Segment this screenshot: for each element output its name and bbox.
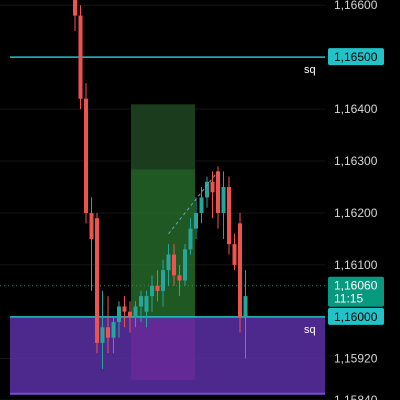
profit-zone-upper — [131, 104, 195, 170]
candle-body-25 — [210, 181, 215, 193]
candle-body-12 — [139, 296, 143, 307]
y-tick-label-3: 1,16200 — [334, 206, 378, 220]
candle-body-30 — [238, 223, 242, 317]
level-badge-1[interactable] — [328, 307, 384, 325]
candle-body-10 — [128, 311, 132, 317]
candle-body-4 — [95, 218, 99, 343]
candle-body-9 — [122, 306, 127, 312]
countdown-label: 11:15 — [334, 292, 363, 306]
y-tick-label-5: 1,15920 — [334, 351, 378, 365]
zone-rect[interactable] — [10, 316, 325, 394]
candle-body-28 — [227, 187, 231, 245]
candle-body-22 — [194, 212, 198, 229]
current-price-badge — [328, 276, 384, 307]
trendline-line[interactable] — [168, 171, 219, 235]
candles — [73, 0, 248, 369]
candle-body-8 — [117, 306, 121, 323]
y-tick-label-0: 1,16600 — [334, 0, 378, 12]
y-tick-label-6: 1,15840 — [334, 393, 378, 400]
level-tag-1: sq — [304, 324, 316, 336]
candle-body-23 — [199, 197, 204, 213]
level-badge-label-1: 1,16000 — [334, 310, 378, 324]
level-badge-label-0: 1,16500 — [334, 50, 378, 64]
candle-body-31 — [243, 296, 248, 317]
candle-body-11 — [133, 306, 138, 317]
candle-body-2 — [84, 98, 88, 213]
candle-body-14 — [150, 285, 154, 297]
candle-body-5 — [100, 327, 105, 343]
trendline[interactable] — [168, 171, 219, 235]
support-zone[interactable] — [10, 316, 325, 395]
candle-body-1 — [78, 15, 83, 99]
candle-body-7 — [111, 322, 116, 338]
level-badge-0[interactable] — [328, 48, 384, 66]
axis-background — [325, 0, 400, 400]
candle-body-26 — [216, 171, 220, 213]
candle-body-6 — [106, 327, 110, 338]
y-tick-label-1: 1,16400 — [334, 102, 378, 116]
candle-body-19 — [177, 275, 182, 281]
candle-body-0 — [73, 0, 77, 16]
candle-body-13 — [144, 296, 149, 312]
candle-body-21 — [188, 228, 193, 250]
candle-body-20 — [183, 249, 187, 281]
level-tag-0: sq — [304, 64, 316, 76]
y-tick-label-4: 1,16100 — [334, 258, 378, 272]
horizontal-levels[interactable]: sq sq — [0, 56, 325, 336]
y-tick-label-2: 1,16300 — [334, 154, 378, 168]
candle-body-18 — [172, 254, 176, 276]
candle-body-27 — [221, 187, 226, 213]
candle-body-29 — [232, 244, 237, 265]
current-price-label: 1,16060 — [334, 279, 378, 293]
candle-body-16 — [161, 270, 165, 291]
price-axis[interactable]: 1,16600 1,16400 1,16300 1,16200 1,16100 1,159… — [325, 0, 400, 400]
candle-body-17 — [166, 254, 171, 271]
candle-body-3 — [89, 212, 94, 239]
candle-body-24 — [205, 181, 209, 198]
candle-body-15 — [155, 285, 160, 291]
